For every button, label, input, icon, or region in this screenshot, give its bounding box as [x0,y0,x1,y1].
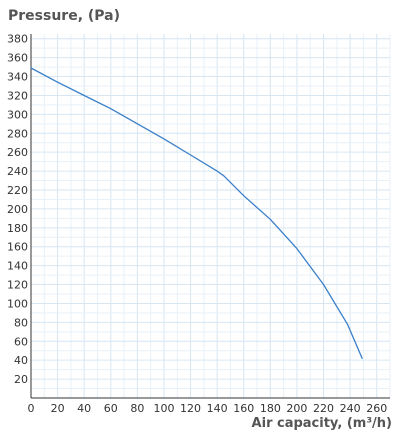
x-tick-label: 120 [180,402,201,415]
y-tick-label: 260 [7,146,28,159]
y-tick-labels: 20 40 60 80 100 120 140 160 180 200 220 240 260 280 30… [7,33,28,386]
x-tick-label: 180 [260,402,281,415]
y-tick-label: 80 [14,316,28,329]
y-tick-label: 340 [7,71,28,84]
x-tick-label: 40 [77,402,91,415]
y-tick-label: 280 [7,127,28,140]
y-tick-label: 120 [7,279,28,292]
y-tick-label: 20 [14,373,28,386]
y-axis-title: Pressure, (Pa) [8,8,121,24]
series-line [30,67,363,359]
x-tick-label: 160 [233,402,254,415]
y-tick-label: 200 [7,203,28,216]
x-tick-label: 220 [313,402,334,415]
axes [30,34,390,399]
y-tick-label: 380 [7,33,28,46]
y-tick-label: 320 [7,89,28,102]
y-tick-label: 220 [7,184,28,197]
y-tick-label: 360 [7,52,28,65]
x-tick-label: 100 [153,402,174,415]
y-tick-label: 180 [7,222,28,235]
y-tick-label: 100 [7,297,28,310]
y-tick-label: 240 [7,165,28,178]
y-tick-label: 60 [14,335,28,348]
x-tick-label: 260 [366,402,387,415]
y-tick-label: 160 [7,241,28,254]
x-axis-title: Air capacity, (m³/h) [251,416,392,431]
data-series [30,67,363,359]
x-tick-label: 240 [340,402,361,415]
grid-lines [30,34,391,398]
x-tick-label: 80 [130,402,144,415]
y-tick-label: 40 [14,354,28,367]
x-tick-labels: 0 20 40 60 80 100 120 140 160 180 200 220 240 260 [28,402,388,415]
y-tick-label: 140 [7,260,28,273]
y-tick-label: 300 [7,108,28,121]
x-tick-label: 200 [286,402,307,415]
x-tick-label: 0 [28,402,35,415]
x-tick-label: 140 [207,402,228,415]
x-tick-label: 20 [51,402,65,415]
x-tick-label: 60 [104,402,118,415]
